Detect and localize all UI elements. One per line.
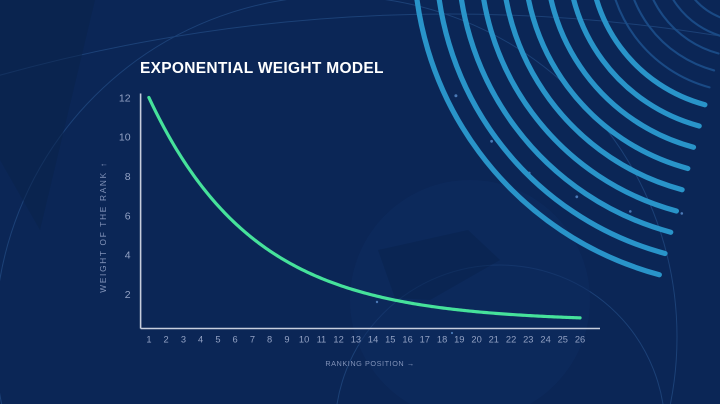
svg-text:16: 16 [402,335,412,345]
svg-text:9: 9 [284,335,289,345]
svg-text:4: 4 [198,335,203,345]
svg-text:3: 3 [181,335,186,345]
svg-text:14: 14 [368,335,378,345]
svg-text:EXPONENTIAL WEIGHT MODEL: EXPONENTIAL WEIGHT MODEL [140,60,384,77]
svg-text:WEIGHT OF THE RANK ↑: WEIGHT OF THE RANK ↑ [98,161,108,292]
svg-text:12: 12 [119,92,131,104]
svg-text:7: 7 [250,335,255,345]
svg-text:4: 4 [125,250,131,262]
svg-text:2: 2 [125,289,131,301]
svg-text:18: 18 [437,335,447,345]
svg-text:2: 2 [164,335,169,345]
svg-text:20: 20 [471,335,481,345]
svg-text:26: 26 [575,335,585,345]
svg-text:1: 1 [146,335,151,345]
svg-text:12: 12 [333,335,343,345]
svg-text:10: 10 [119,132,131,144]
svg-text:10: 10 [299,335,309,345]
svg-text:5: 5 [215,335,220,345]
svg-text:15: 15 [385,335,395,345]
svg-text:21: 21 [489,335,499,345]
svg-text:11: 11 [317,335,327,345]
svg-text:24: 24 [540,335,550,345]
svg-text:23: 23 [523,335,533,345]
svg-text:17: 17 [420,335,430,345]
svg-text:8: 8 [125,171,131,183]
svg-text:25: 25 [558,335,568,345]
svg-text:RANKING POSITION →: RANKING POSITION → [325,359,414,368]
svg-text:13: 13 [351,335,361,345]
svg-text:6: 6 [233,335,238,345]
svg-text:8: 8 [267,335,272,345]
svg-text:6: 6 [125,210,131,222]
svg-text:22: 22 [506,335,516,345]
svg-text:19: 19 [454,335,464,345]
